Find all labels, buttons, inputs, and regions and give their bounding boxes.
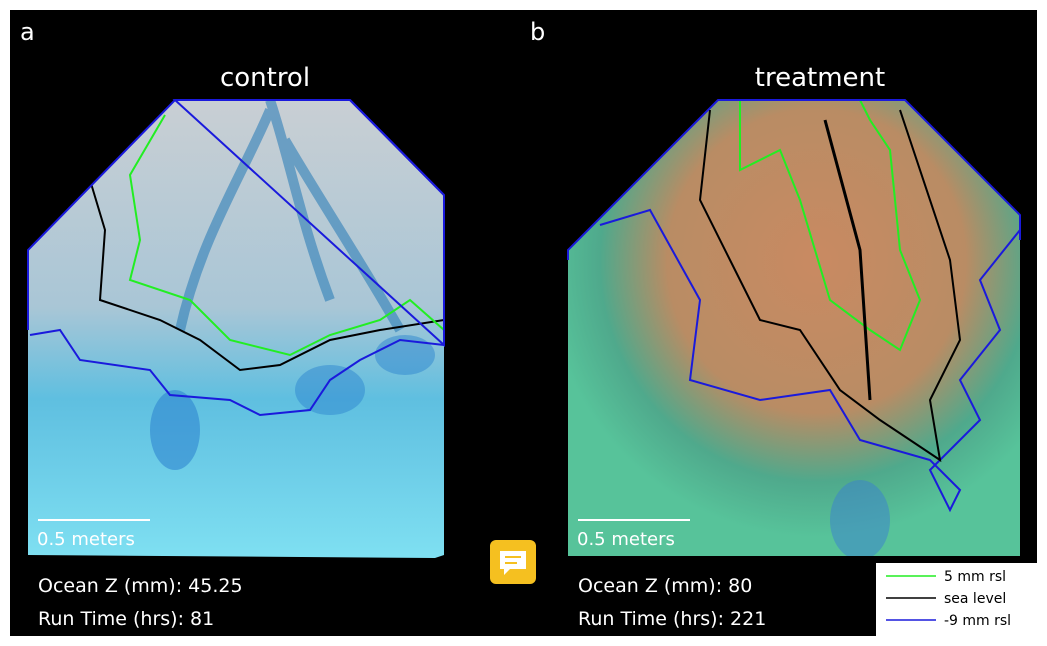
scale-label: 0.5 meters	[577, 529, 675, 550]
legend-label: 5 mm rsl	[944, 569, 1006, 585]
panel-label: a	[20, 18, 35, 46]
treatment-image	[568, 100, 1020, 556]
panel-title: treatment	[755, 63, 885, 93]
panel-label: b	[530, 18, 545, 46]
scale-label: 0.5 meters	[37, 529, 135, 550]
ocean-z: Ocean Z (mm): 80	[578, 575, 752, 597]
legend-label: -9 mm rsl	[944, 613, 1011, 629]
outline	[567, 99, 1021, 260]
run-time: Run Time (hrs): 81	[38, 608, 214, 630]
outline	[27, 99, 445, 345]
panel-title: control	[220, 63, 310, 93]
run-time: Run Time (hrs): 221	[578, 608, 766, 630]
ocean-z: Ocean Z (mm): 45.25	[38, 575, 243, 597]
legend: 5 mm rsl sea level -9 mm rsl	[876, 563, 1037, 636]
comment-button[interactable]	[490, 540, 536, 584]
legend-label: sea level	[944, 591, 1006, 607]
